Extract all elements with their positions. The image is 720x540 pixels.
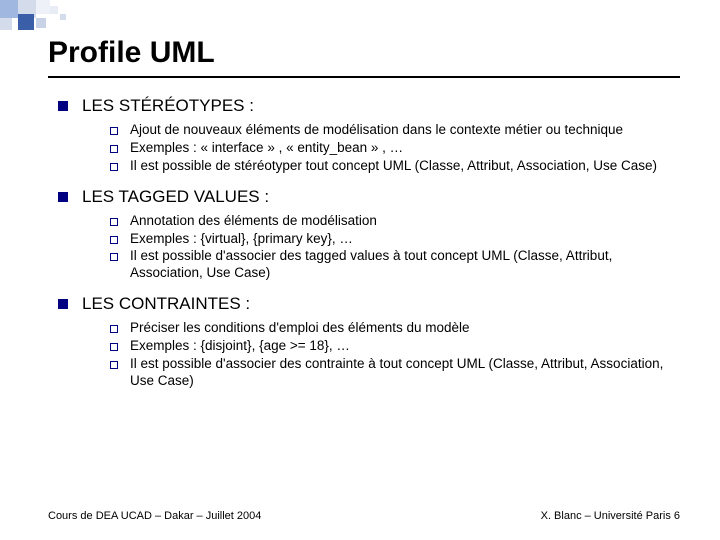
footer-right: X. Blanc – Université Paris 6: [541, 510, 680, 522]
slide-title: Profile UML: [48, 36, 680, 78]
section-title: LES STÉRÉOTYPES :: [82, 96, 254, 116]
bullet-square-hollow-icon: [110, 145, 118, 153]
bullet-square-hollow-icon: [110, 325, 118, 333]
slide: Profile UML LES STÉRÉOTYPES : Ajout de no…: [0, 0, 720, 540]
footer-left: Cours de DEA UCAD – Dakar – Juillet 2004: [48, 510, 261, 522]
list-item: Annotation des éléments de modélisation: [110, 213, 680, 230]
footer: Cours de DEA UCAD – Dakar – Juillet 2004…: [48, 510, 680, 522]
list-item: Exemples : {disjoint}, {age >= 18}, …: [110, 338, 680, 355]
bullet-square-hollow-icon: [110, 343, 118, 351]
section: LES TAGGED VALUES : Annotation des élémen…: [48, 187, 680, 283]
section-head: LES STÉRÉOTYPES :: [48, 96, 680, 116]
list-item: Il est possible d'associer des tagged va…: [110, 248, 680, 282]
section-head: LES TAGGED VALUES :: [48, 187, 680, 207]
section: LES CONTRAINTES : Préciser les conditions…: [48, 294, 680, 390]
list-item-text: Il est possible de stéréotyper tout conc…: [130, 158, 657, 175]
section: LES STÉRÉOTYPES : Ajout de nouveaux éléme…: [48, 96, 680, 175]
bullet-square-hollow-icon: [110, 236, 118, 244]
list-item: Préciser les conditions d'emploi des élé…: [110, 320, 680, 337]
list-item: Exemples : {virtual}, {primary key}, …: [110, 231, 680, 248]
list-item-text: Exemples : « interface » , « entity_bean…: [130, 140, 403, 157]
bullet-square-filled-icon: [58, 299, 68, 309]
list-item-text: Préciser les conditions d'emploi des élé…: [130, 320, 470, 337]
list-item: Ajout de nouveaux éléments de modélisati…: [110, 122, 680, 139]
sub-list: Préciser les conditions d'emploi des élé…: [110, 320, 680, 390]
sub-list: Ajout de nouveaux éléments de modélisati…: [110, 122, 680, 175]
list-item-text: Annotation des éléments de modélisation: [130, 213, 377, 230]
bullet-square-hollow-icon: [110, 127, 118, 135]
list-item-text: Il est possible d'associer des tagged va…: [130, 248, 680, 282]
section-head: LES CONTRAINTES :: [48, 294, 680, 314]
list-item-text: Il est possible d'associer des contraint…: [130, 356, 680, 390]
list-item: Exemples : « interface » , « entity_bean…: [110, 140, 680, 157]
list-item: Il est possible de stéréotyper tout conc…: [110, 158, 680, 175]
section-title: LES TAGGED VALUES :: [82, 187, 269, 207]
bullet-square-hollow-icon: [110, 361, 118, 369]
sub-list: Annotation des éléments de modélisationE…: [110, 213, 680, 283]
section-title: LES CONTRAINTES :: [82, 294, 250, 314]
list-item-text: Ajout de nouveaux éléments de modélisati…: [130, 122, 623, 139]
bullet-square-filled-icon: [58, 101, 68, 111]
bullet-square-hollow-icon: [110, 253, 118, 261]
bullet-square-filled-icon: [58, 192, 68, 202]
bullet-square-hollow-icon: [110, 218, 118, 226]
list-item-text: Exemples : {disjoint}, {age >= 18}, …: [130, 338, 350, 355]
list-item-text: Exemples : {virtual}, {primary key}, …: [130, 231, 353, 248]
slide-content: LES STÉRÉOTYPES : Ajout de nouveaux éléme…: [48, 96, 680, 390]
list-item: Il est possible d'associer des contraint…: [110, 356, 680, 390]
bullet-square-hollow-icon: [110, 163, 118, 171]
